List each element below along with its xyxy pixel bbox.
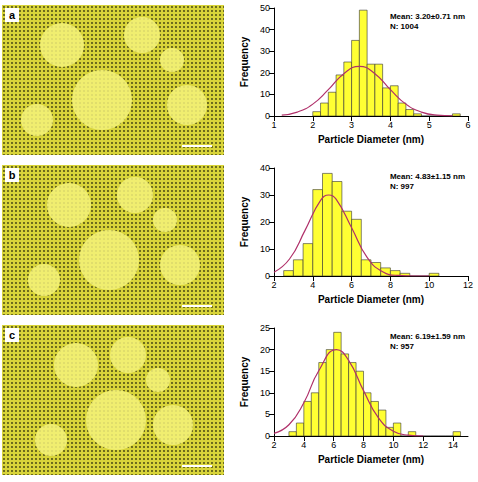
- svg-text:5: 5: [265, 409, 270, 419]
- svg-text:N: 1004: N: 1004: [390, 22, 419, 31]
- svg-text:50: 50: [260, 3, 270, 13]
- html-text:c: c: [8, 329, 16, 341]
- svg-text:30: 30: [260, 190, 270, 200]
- svg-text:Mean: 6.19±1.59 nm: Mean: 6.19±1.59 nm: [390, 332, 465, 341]
- svg-text:N: 957: N: 957: [390, 342, 415, 351]
- svg-text:10: 10: [260, 244, 270, 254]
- svg-text:8: 8: [361, 440, 366, 450]
- svg-text:4: 4: [310, 280, 315, 290]
- svg-text:6: 6: [465, 120, 470, 130]
- svg-text:15: 15: [260, 366, 270, 376]
- svg-text:40: 40: [260, 163, 270, 173]
- svg-text:20: 20: [260, 217, 270, 227]
- svg-text:1: 1: [271, 120, 276, 130]
- svg-text:0: 0: [265, 111, 270, 121]
- svg-text:12: 12: [418, 440, 428, 450]
- svg-text:20: 20: [260, 345, 270, 355]
- svg-text:N: 997: N: 997: [390, 182, 415, 191]
- svg-text:14: 14: [448, 440, 458, 450]
- svg-text:4: 4: [388, 120, 393, 130]
- svg-text:5: 5: [427, 120, 432, 130]
- svg-text:2: 2: [271, 440, 276, 450]
- svg-text:4: 4: [301, 440, 306, 450]
- svg-text:0: 0: [265, 431, 270, 441]
- svg-text:6: 6: [349, 280, 354, 290]
- svg-text:2: 2: [271, 280, 276, 290]
- svg-text:20: 20: [260, 68, 270, 78]
- svg-text:Particle Diameter (nm): Particle Diameter (nm): [318, 454, 424, 465]
- svg-text:10: 10: [260, 388, 270, 398]
- svg-text:25: 25: [260, 323, 270, 333]
- svg-text:10: 10: [388, 440, 398, 450]
- svg-text:Frequency: Frequency: [239, 36, 250, 87]
- svg-text:0: 0: [265, 271, 270, 281]
- html-text:b: b: [8, 169, 16, 181]
- svg-text:2: 2: [310, 120, 315, 130]
- svg-text:Particle Diameter (nm): Particle Diameter (nm): [318, 134, 424, 145]
- svg-text:Frequency: Frequency: [239, 356, 250, 407]
- svg-text:6: 6: [331, 440, 336, 450]
- svg-text:40: 40: [260, 25, 270, 35]
- svg-text:Frequency: Frequency: [239, 196, 250, 247]
- svg-text:Mean: 3.20±0.71 nm: Mean: 3.20±0.71 nm: [390, 12, 465, 21]
- svg-text:10: 10: [260, 89, 270, 99]
- svg-text:3: 3: [349, 120, 354, 130]
- svg-text:8: 8: [388, 280, 393, 290]
- svg-text:30: 30: [260, 46, 270, 56]
- svg-text:Particle Diameter (nm): Particle Diameter (nm): [318, 294, 424, 305]
- svg-text:10: 10: [424, 280, 434, 290]
- svg-text:12: 12: [463, 280, 473, 290]
- svg-text:Mean: 4.83±1.15 nm: Mean: 4.83±1.15 nm: [390, 172, 465, 181]
- html-text:a: a: [8, 9, 16, 21]
